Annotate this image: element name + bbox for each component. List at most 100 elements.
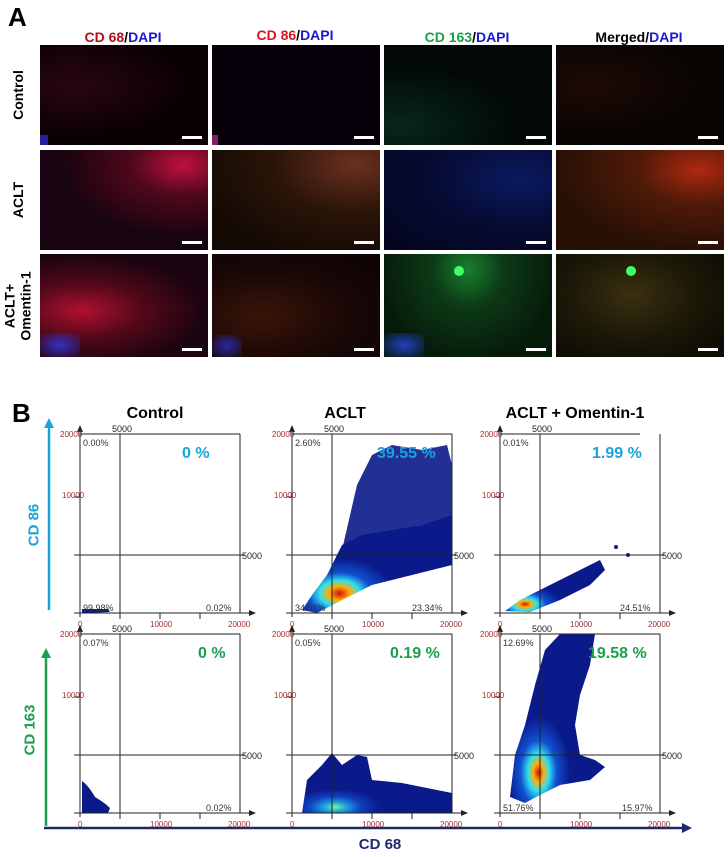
svg-text:20000: 20000 [60, 630, 83, 639]
scale-bar [526, 136, 546, 139]
svg-text:15.97%: 15.97% [622, 803, 653, 813]
x-axis-arrow [44, 823, 692, 833]
scale-bar [698, 241, 718, 244]
scale-bar [182, 348, 202, 351]
micrograph-control-cd163 [384, 45, 552, 145]
svg-text:10000: 10000 [150, 620, 173, 629]
svg-text:0.07%: 0.07% [83, 638, 109, 648]
svg-text:20000: 20000 [440, 620, 463, 629]
highlight-percent: 39.55 % [377, 445, 436, 462]
highlight-percent: 0 % [182, 445, 210, 462]
svg-text:10000: 10000 [570, 620, 593, 629]
svg-text:20000: 20000 [272, 630, 295, 639]
svg-text:0: 0 [78, 820, 83, 829]
svg-text:5000: 5000 [112, 424, 132, 434]
scale-bar [526, 241, 546, 244]
scale-bar [182, 136, 202, 139]
svg-text:5000: 5000 [662, 751, 682, 761]
svg-text:0: 0 [498, 820, 503, 829]
scale-bar [354, 348, 374, 351]
svg-text:10000: 10000 [62, 691, 85, 700]
svg-text:10000: 10000 [150, 820, 173, 829]
flow-plot-omentin-cd86: 20000 10000 5000 5000 0 10000 20000 0.01… [480, 424, 682, 630]
svg-text:20000: 20000 [228, 620, 251, 629]
scale-bar [354, 136, 374, 139]
svg-text:20000: 20000 [272, 430, 295, 439]
flow-plot-aclt-cd86: 20000 10000 5000 5000 0 10000 20000 2.60… [272, 424, 474, 630]
micrograph-control-merged [556, 45, 724, 145]
svg-text:2.60%: 2.60% [295, 438, 321, 448]
col-header-cd68: CD 68/DAPI [84, 29, 162, 45]
svg-text:20000: 20000 [440, 820, 463, 829]
svg-text:5000: 5000 [324, 624, 344, 634]
scale-bar [698, 348, 718, 351]
svg-text:10000: 10000 [362, 620, 385, 629]
svg-text:20000: 20000 [480, 430, 503, 439]
micrograph-omentin-cd163 [384, 254, 552, 357]
micrograph-aclt-merged [556, 150, 724, 250]
col-marker: CD 68 [84, 29, 125, 45]
svg-text:10000: 10000 [362, 820, 385, 829]
svg-text:5000: 5000 [662, 551, 682, 561]
scale-bar [526, 348, 546, 351]
svg-text:5000: 5000 [324, 424, 344, 434]
quadrant-lower-right: 0.02% [206, 603, 232, 613]
flow-plot-control-cd163: 20000 10000 5000 5000 0 10000 20000 0.07… [60, 624, 262, 830]
highlight-percent: 1.99 % [592, 445, 642, 462]
svg-text:23.34%: 23.34% [412, 603, 443, 613]
highlight-percent: 0.19 % [390, 645, 440, 662]
svg-text:5000: 5000 [454, 751, 474, 761]
y-axis-label-cd86: CD 86 [25, 503, 42, 547]
svg-text:20000: 20000 [60, 430, 83, 439]
group-title-aclt: ACLT [324, 405, 366, 422]
panel-b-letter: B [12, 398, 31, 428]
micrograph-aclt-cd68 [40, 150, 208, 250]
svg-text:24.51%: 24.51% [620, 603, 651, 613]
col-header-merged: Merged/DAPI [595, 29, 683, 45]
svg-text:10000: 10000 [274, 691, 297, 700]
micrograph-control-cd68 [40, 45, 208, 145]
col-marker: Merged [595, 29, 646, 45]
micrograph-omentin-cd68 [40, 254, 208, 357]
svg-text:10000: 10000 [274, 491, 297, 500]
scale-bar [182, 241, 202, 244]
svg-text:5000: 5000 [532, 624, 552, 634]
svg-text:5000: 5000 [112, 624, 132, 634]
group-title-control: Control [126, 405, 184, 422]
flow-plot-control-cd86: 20000 10000 5000 5000 0 10000 20000 0.00… [60, 424, 262, 630]
svg-text:0.02%: 0.02% [206, 803, 232, 813]
svg-text:20000: 20000 [648, 620, 671, 629]
svg-text:10000: 10000 [482, 491, 505, 500]
svg-text:51.76%: 51.76% [503, 803, 534, 813]
svg-text:34.51%: 34.51% [295, 603, 326, 613]
svg-text:20000: 20000 [648, 820, 671, 829]
quadrant-lower-left: 99.98% [83, 603, 114, 613]
svg-text:20000: 20000 [228, 820, 251, 829]
svg-text:10000: 10000 [482, 691, 505, 700]
micrograph-aclt-cd163 [384, 150, 552, 250]
svg-text:0: 0 [78, 620, 83, 629]
svg-text:20000: 20000 [480, 630, 503, 639]
svg-text:10000: 10000 [570, 820, 593, 829]
col-marker: CD 86 [256, 27, 297, 43]
micrograph-control-cd86 [212, 45, 380, 145]
col-header-cd163: CD 163/DAPI [424, 29, 510, 45]
col-header-cd86: CD 86/DAPI [256, 27, 334, 43]
row-label-aclt-omentin: ACLT+ Omentin-1 [2, 271, 35, 341]
svg-text:0: 0 [290, 820, 295, 829]
row-label-aclt: ACLT [10, 181, 27, 219]
row-label-control: Control [10, 70, 27, 120]
panel-a-letter: A [8, 2, 27, 32]
group-title-aclt-omentin: ACLT + Omentin-1 [505, 405, 645, 422]
y-axis-arrows [41, 418, 54, 826]
micrograph-aclt-cd86 [212, 150, 380, 250]
svg-text:0: 0 [290, 620, 295, 629]
svg-text:10000: 10000 [62, 491, 85, 500]
svg-text:0.05%: 0.05% [295, 638, 321, 648]
y-axis-label-cd163: CD 163 [21, 704, 39, 756]
scale-bar [698, 136, 718, 139]
flow-plot-omentin-cd163: 20000 10000 5000 5000 0 10000 20000 12.6… [480, 624, 682, 830]
col-marker: CD 163 [424, 29, 473, 45]
svg-text:5000: 5000 [532, 424, 552, 434]
svg-text:12.69%: 12.69% [503, 638, 534, 648]
